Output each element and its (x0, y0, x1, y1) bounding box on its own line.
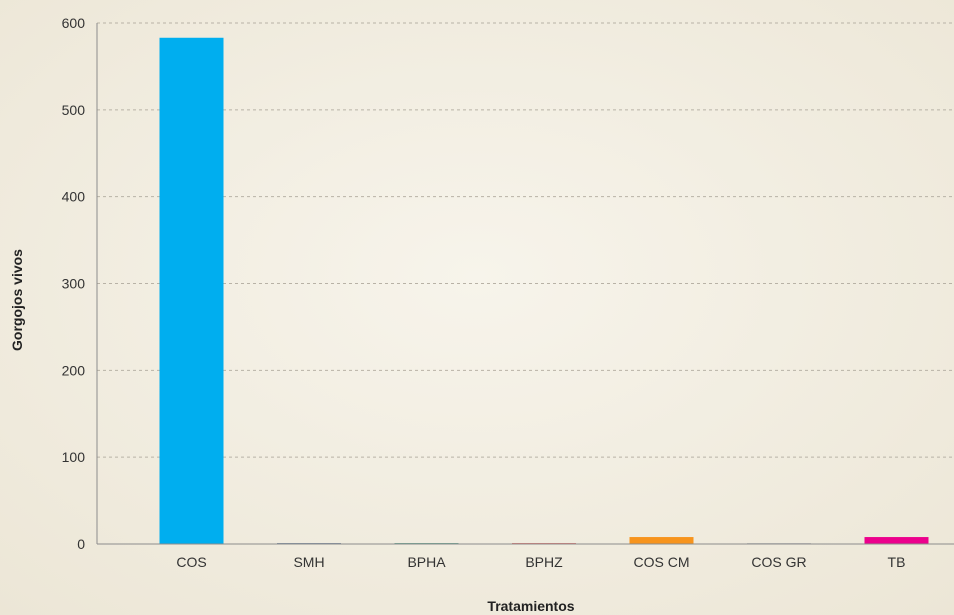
bar (864, 537, 929, 544)
bar (159, 37, 224, 545)
x-axis: COS SMH BPHA BPHZ COS CM COS GR TB (97, 543, 954, 570)
gridlines (97, 22, 954, 458)
y-tick-label: 600 (62, 15, 86, 31)
y-tick-label: 300 (62, 276, 86, 292)
x-tick-label: COS GR (751, 554, 806, 570)
bars (159, 37, 929, 545)
x-axis-title: Tratamientos (487, 598, 574, 614)
x-tick-label: BPHZ (525, 554, 563, 570)
y-axis-title: Gorgojos vivos (9, 249, 25, 351)
y-tick-label: 400 (62, 189, 86, 205)
y-tick-label: 200 (62, 362, 86, 378)
y-axis: 0 100 200 300 400 500 600 (62, 15, 98, 552)
x-tick-label: COS (176, 554, 206, 570)
y-tick-label: 0 (77, 536, 85, 552)
x-tick-label: BPHA (407, 554, 446, 570)
bar (629, 537, 694, 544)
y-tick-label: 100 (62, 449, 86, 465)
y-tick-label: 500 (62, 102, 86, 118)
x-tick-label: COS CM (634, 554, 690, 570)
x-tick-label: TB (888, 554, 906, 570)
x-tick-label: SMH (293, 554, 324, 570)
